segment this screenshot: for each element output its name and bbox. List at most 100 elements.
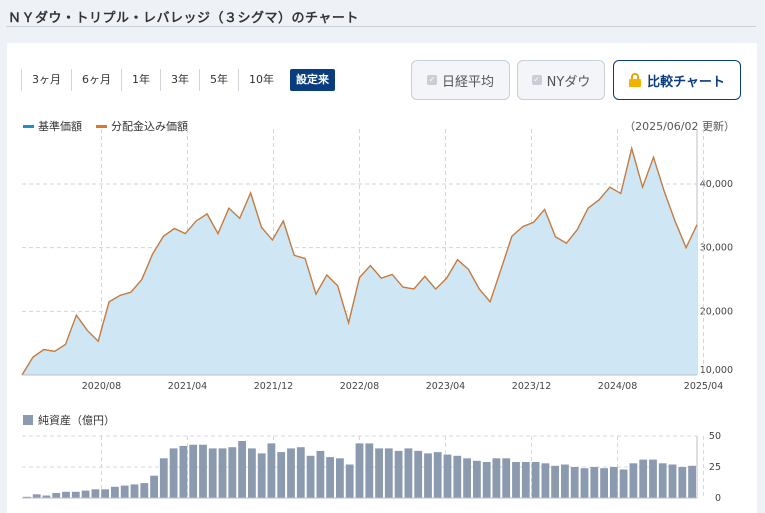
legend-swatch-dividend: [96, 124, 107, 128]
legend-swatch-base: [23, 124, 34, 128]
base-price-area: [22, 148, 697, 375]
range-tab-5y[interactable]: 5年: [199, 69, 238, 91]
net-assets-bar: [150, 475, 158, 498]
net-assets-y-tick-label: 50: [709, 431, 721, 442]
net-assets-label: 純資産（億円）: [38, 414, 115, 427]
net-assets-bar: [296, 447, 305, 498]
range-tab-since-inception[interactable]: 設定来: [290, 69, 335, 91]
range-tab-6m[interactable]: 6ヶ月: [71, 69, 121, 91]
net-assets-bar: [140, 483, 149, 498]
x-tick-label: 2022/08: [340, 381, 379, 392]
net-assets-bar: [463, 458, 471, 498]
net-assets-bar: [71, 491, 80, 498]
net-assets-bar: [561, 464, 569, 498]
net-assets-swatch: [23, 415, 33, 425]
net-assets-y-tick-label: 0: [715, 493, 721, 504]
net-assets-bar: [91, 489, 100, 498]
net-assets-bar: [218, 448, 227, 498]
net-assets-bar: [453, 455, 462, 498]
chart-legend: 基準価額 分配金込み価額: [23, 118, 202, 134]
compare-nikkei-label: 日経平均: [441, 74, 494, 90]
page-title: ＮＹダウ・トリプル・レバレッジ（３シグマ）のチャート: [8, 11, 359, 26]
net-assets-bar: [120, 485, 129, 498]
x-tick-label: 2025/04: [684, 381, 723, 392]
net-assets-bar: [590, 467, 599, 498]
net-assets-bar: [355, 443, 364, 498]
legend-base-price: 基準価額: [23, 118, 82, 134]
net-assets-bar: [267, 443, 276, 498]
x-tick-label: 2021/12: [254, 381, 293, 392]
range-tab-3y[interactable]: 3年: [160, 69, 199, 91]
updated-date: （2025/06/02 更新）: [624, 120, 735, 133]
net-assets-bar: [521, 462, 530, 498]
net-assets-bar: [199, 444, 207, 498]
net-assets-legend: 純資産（億円）: [23, 412, 115, 428]
net-assets-bar: [287, 448, 295, 498]
net-assets-bar: [414, 450, 423, 498]
compare-nikkei-button[interactable]: ✓ 日経平均: [411, 60, 510, 100]
net-assets-bar: [404, 448, 413, 498]
compare-chart-button[interactable]: 比較チャート: [613, 60, 741, 100]
range-tab-1y[interactable]: 1年: [121, 69, 160, 91]
check-icon: ✓: [531, 75, 542, 85]
net-assets-bar: [384, 448, 393, 498]
net-assets-bar: [570, 467, 579, 498]
chart-card: 3ヶ月 6ヶ月 1年 3年 5年 10年 設定来 ✓ 日経平均 ✓ NYダウ 比…: [7, 43, 757, 513]
net-assets-bar: [668, 464, 677, 498]
net-assets-bar: [394, 450, 403, 498]
y-tick-label: 20,000: [700, 306, 733, 317]
net-assets-bar: [443, 454, 452, 498]
net-assets-bar: [208, 448, 217, 498]
net-assets-bar: [248, 448, 256, 498]
net-assets-bar: [541, 463, 550, 498]
range-tab-10y[interactable]: 10年: [238, 69, 284, 91]
y-tick-label: 40,000: [700, 179, 733, 190]
net-assets-bar: [189, 444, 198, 498]
y-tick-label: 10,000: [700, 365, 733, 376]
legend-base-price-label: 基準価額: [38, 120, 82, 133]
net-assets-bar: [345, 464, 354, 498]
chart-svg: 10,000 20,000 30,000 40,000 2020/08 2021/04 20…: [21, 129, 733, 504]
compare-nydow-button[interactable]: ✓ NYダウ: [517, 60, 605, 100]
net-assets-bar: [492, 458, 501, 498]
net-assets-bar: [658, 463, 667, 498]
net-assets-bar: [336, 458, 344, 498]
net-assets-bar: [482, 462, 491, 498]
net-assets-bar: [365, 443, 374, 498]
x-tick-label: 2023/12: [512, 381, 551, 392]
net-assets-bar: [326, 457, 334, 498]
net-assets-bar: [228, 447, 237, 498]
x-tick-label: 2023/04: [426, 381, 465, 392]
net-assets-bar: [473, 460, 481, 498]
net-assets-bar: [159, 458, 168, 498]
net-assets-bar: [52, 493, 61, 498]
net-assets-bar: [433, 452, 442, 498]
net-assets-bar: [375, 448, 383, 498]
net-assets-bar: [316, 450, 325, 498]
net-assets-bar: [32, 494, 41, 498]
dividend-price-line: [21, 145, 698, 376]
net-assets-bar: [179, 445, 188, 498]
net-assets-bar: [609, 467, 618, 498]
net-assets-bar: [531, 462, 540, 498]
compare-nydow-label: NYダウ: [546, 74, 591, 90]
net-assets-bar: [130, 484, 139, 498]
net-assets-bar: [101, 489, 109, 498]
legend-dividend-price-label: 分配金込み価額: [111, 120, 188, 133]
compare-chart-label: 比較チャート: [647, 74, 725, 90]
net-assets-bar: [688, 465, 696, 498]
x-tick-label: 2021/04: [168, 381, 207, 392]
check-icon: ✓: [426, 75, 437, 85]
net-assets-bar: [306, 455, 315, 498]
net-assets-bar: [551, 465, 559, 498]
lock-icon: [629, 73, 642, 87]
net-assets-bar: [257, 453, 266, 498]
net-assets-bar: [62, 491, 70, 498]
net-assets-bar: [111, 486, 119, 498]
net-assets-y-tick-label: 25: [709, 462, 721, 473]
net-assets-bar: [238, 441, 246, 498]
x-tick-label: 2024/08: [598, 381, 637, 392]
range-tab-3m[interactable]: 3ヶ月: [21, 69, 71, 91]
title-divider: [6, 26, 756, 27]
net-assets-bar: [512, 462, 520, 498]
